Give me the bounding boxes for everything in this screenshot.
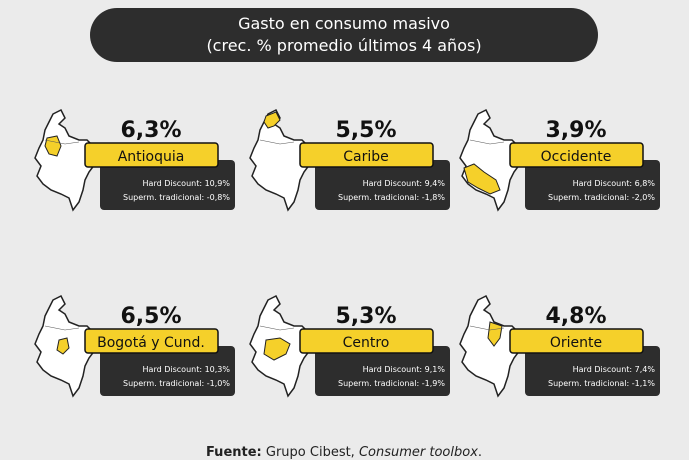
- region-panel: 5,3% Centro Hard Discount: 9,1% Superm. tra…: [249, 294, 450, 398]
- growth: 4,8%: [545, 304, 606, 329]
- map-borders: [44, 139, 80, 145]
- source-end: .: [478, 445, 482, 460]
- source-text: Grupo Cibest,: [262, 445, 359, 460]
- detail-box: [315, 160, 450, 210]
- region-panel: 6,3% Antioquia Hard Discount: 10,9% Superm.…: [34, 108, 235, 212]
- supermercado: Superm. tradicional: -1,1%: [548, 379, 655, 388]
- hard-discount: Hard Discount: 7,4%: [573, 365, 656, 374]
- map-highlight: [263, 337, 291, 361]
- growth: 6,5%: [120, 304, 181, 329]
- map-borders: [469, 139, 505, 145]
- map-borders: [259, 325, 295, 331]
- hard-discount: Hard Discount: 10,3%: [143, 365, 231, 374]
- detail-box: [100, 346, 235, 396]
- supermercado: Superm. tradicional: -2,0%: [548, 193, 655, 202]
- map: [459, 294, 521, 398]
- region-panel: 4,8% Oriente Hard Discount: 7,4% Superm. tr…: [459, 294, 660, 398]
- name-box: [509, 142, 644, 168]
- title-line2: (crec. % promedio últimos 4 años): [206, 36, 481, 55]
- hard-discount: Hard Discount: 6,8%: [573, 179, 656, 188]
- supermercado: Superm. tradicional: -1,0%: [123, 379, 230, 388]
- supermercado: Superm. tradicional: -1,9%: [338, 379, 445, 388]
- region-panel: 3,9% Occidente Hard Discount: 6,8% Superm. …: [459, 108, 660, 212]
- region-name: Caribe: [343, 149, 389, 165]
- growth: 3,9%: [545, 118, 606, 143]
- detail-box: [315, 346, 450, 396]
- map-borders: [469, 325, 505, 331]
- map-borders: [44, 325, 80, 331]
- source-italic: Consumer toolbox: [359, 445, 478, 460]
- region-name: Occidente: [541, 149, 612, 165]
- growth: 5,5%: [335, 118, 396, 143]
- region-name: Bogotá y Cund.: [97, 335, 205, 351]
- region-panel: 6,5% Bogotá y Cund. Hard Discount: 10,3% Su…: [34, 294, 235, 398]
- map: [249, 108, 311, 212]
- detail-box: [100, 160, 235, 210]
- name-box: [84, 142, 219, 168]
- hard-discount: Hard Discount: 9,4%: [363, 179, 446, 188]
- map: [34, 108, 96, 212]
- name-box: [509, 328, 644, 354]
- title-line1: Gasto en consumo masivo: [238, 14, 450, 33]
- region-name: Oriente: [550, 335, 602, 351]
- name-box: [299, 328, 434, 354]
- detail-box: [525, 160, 660, 210]
- name-box: [299, 142, 434, 168]
- hard-discount: Hard Discount: 9,1%: [363, 365, 446, 374]
- title-pill: [90, 8, 598, 62]
- growth: 6,3%: [120, 118, 181, 143]
- map-highlight: [56, 337, 70, 355]
- region-name: Centro: [343, 335, 390, 351]
- source: Fuente: Grupo Cibest, Consumer toolbox.: [206, 445, 482, 460]
- map-highlight: [463, 163, 501, 195]
- supermercado: Superm. tradicional: -0,8%: [123, 193, 230, 202]
- name-box: [84, 328, 219, 354]
- region-name: Antioquia: [118, 149, 185, 165]
- detail-box: [525, 346, 660, 396]
- hard-discount: Hard Discount: 10,9%: [143, 179, 231, 188]
- growth: 5,3%: [335, 304, 396, 329]
- region-panel: 5,5% Caribe Hard Discount: 9,4% Superm. tra…: [249, 108, 450, 212]
- map-borders: [259, 139, 295, 145]
- map-highlight: [263, 111, 281, 129]
- map-highlight: [487, 321, 503, 347]
- supermercado: Superm. tradicional: -1,8%: [338, 193, 445, 202]
- source-label: Fuente:: [206, 445, 262, 460]
